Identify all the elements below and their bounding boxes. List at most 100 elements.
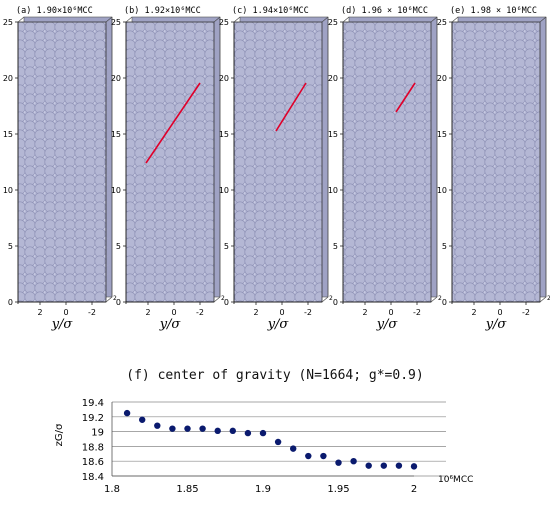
tilt-line [275, 82, 307, 132]
box-edge [233, 16, 241, 23]
z-tick-label: 0 [224, 298, 229, 307]
y-tick-label: 0 [497, 308, 502, 317]
panel-label: (b) 1.92×10⁶MCC [124, 6, 201, 16]
data-point [184, 425, 191, 432]
data-point [259, 429, 267, 437]
y-tick-label: 19 [91, 428, 104, 439]
side-tick-label: 2 [438, 295, 442, 302]
data-point [169, 425, 176, 432]
box-edge [539, 296, 547, 303]
data-point [290, 445, 297, 452]
panel-xlabel: y/σ [159, 317, 182, 332]
y-tick-label: 18.6 [82, 457, 104, 468]
y-tick-label: -2 [88, 308, 96, 317]
data-point [410, 463, 418, 470]
box-edge [105, 16, 113, 23]
y-tick-label: 2 [145, 308, 150, 317]
box-edge [321, 296, 329, 303]
y-tick-label: 2 [37, 308, 42, 317]
side-tick-label: 2 [221, 295, 225, 302]
y-tick-label: 19.4 [82, 398, 104, 409]
tilt-line [395, 82, 416, 113]
panel-xlabel: y/σ [376, 317, 399, 332]
box-edge [342, 16, 350, 23]
z-tick-label: 10 [437, 186, 447, 195]
y-tick-label: 2 [471, 308, 476, 317]
z-tick-label: 25 [3, 18, 13, 27]
z-tick-label: 25 [437, 18, 447, 27]
data-point [274, 438, 282, 446]
side-tick-label: 2 [547, 295, 550, 302]
z-tick-label: 5 [442, 242, 447, 251]
z-tick-label: 20 [3, 74, 13, 83]
data-point [305, 452, 312, 460]
z-tick-label: 20 [111, 74, 121, 83]
box-edge [539, 16, 547, 23]
chart-title: (f) center of gravity (N=1664; g*=0.9) [126, 368, 424, 383]
z-tick-label: 15 [219, 130, 229, 139]
y-tick-label: 19.2 [82, 413, 104, 424]
y-tick-label: 0 [279, 308, 284, 317]
center-of-gravity-chart: 18.4 18.6 18.8 19 19.2 19.4 1.8 1.85 1.9 1.95 2 10⁶… [54, 398, 473, 495]
box-edge [430, 16, 438, 23]
panel-label: (a) 1.90×10⁶MCC [16, 6, 93, 16]
data-point [395, 462, 403, 469]
z-tick-label: 10 [3, 186, 13, 195]
z-tick-label: 10 [328, 186, 338, 195]
x-unit-label: 10⁶MCC [438, 475, 473, 485]
data-point [199, 425, 206, 432]
z-tick-label: 0 [8, 298, 13, 307]
y-tick-label: 0 [63, 308, 68, 317]
z-tick-label: 15 [111, 130, 121, 139]
z-tick-label: 20 [328, 74, 338, 83]
panel-label: (c) 1.94×10⁶MCC [232, 6, 309, 16]
sphere-packing [342, 21, 432, 303]
tilt-line [145, 82, 201, 164]
data-point [350, 458, 357, 465]
x-tick-label: 1.85 [176, 484, 198, 495]
sphere-packing [17, 21, 107, 303]
box-edge [105, 296, 113, 303]
panel-xlabel: y/σ [267, 317, 290, 332]
z-tick-label: 5 [116, 242, 121, 251]
data-point [139, 416, 146, 423]
box-edge [17, 16, 25, 23]
z-tick-label: 0 [116, 298, 121, 307]
z-tick-label: 20 [437, 74, 447, 83]
z-tick-label: 15 [3, 130, 13, 139]
panel-xlabel: y/σ [51, 317, 74, 332]
y-tick-label: -2 [196, 308, 204, 317]
z-tick-label: 20 [219, 74, 229, 83]
data-point [380, 462, 387, 469]
data-point [365, 462, 372, 469]
x-tick-label: 1.95 [327, 484, 349, 495]
z-tick-label: 5 [8, 242, 13, 251]
data-point [244, 429, 252, 437]
box-edge [321, 16, 329, 23]
side-tick-label: 2 [113, 295, 117, 302]
box-edge [430, 296, 438, 303]
z-tick-label: 10 [219, 186, 229, 195]
z-tick-label: 25 [111, 18, 121, 27]
y-tick-label: 0 [171, 308, 176, 317]
box-edge [213, 16, 221, 23]
x-tick-label: 2 [411, 484, 417, 495]
sphere-packing [233, 21, 323, 303]
data-point [229, 427, 236, 435]
y-tick-label: 2 [362, 308, 367, 317]
y-tick-label: 18.8 [82, 442, 104, 453]
panel-label: (e) 1.98 × 10⁶MCC [450, 6, 537, 16]
x-tick-label: 1.9 [255, 484, 271, 495]
side-tick-label: 2 [329, 295, 333, 302]
y-tick-label: -2 [522, 308, 530, 317]
sphere-packing [451, 21, 541, 303]
y-tick-label: -2 [413, 308, 421, 317]
z-tick-label: 5 [333, 242, 338, 251]
z-tick-label: 0 [442, 298, 447, 307]
y-axis-label: zG/σ [54, 423, 65, 446]
